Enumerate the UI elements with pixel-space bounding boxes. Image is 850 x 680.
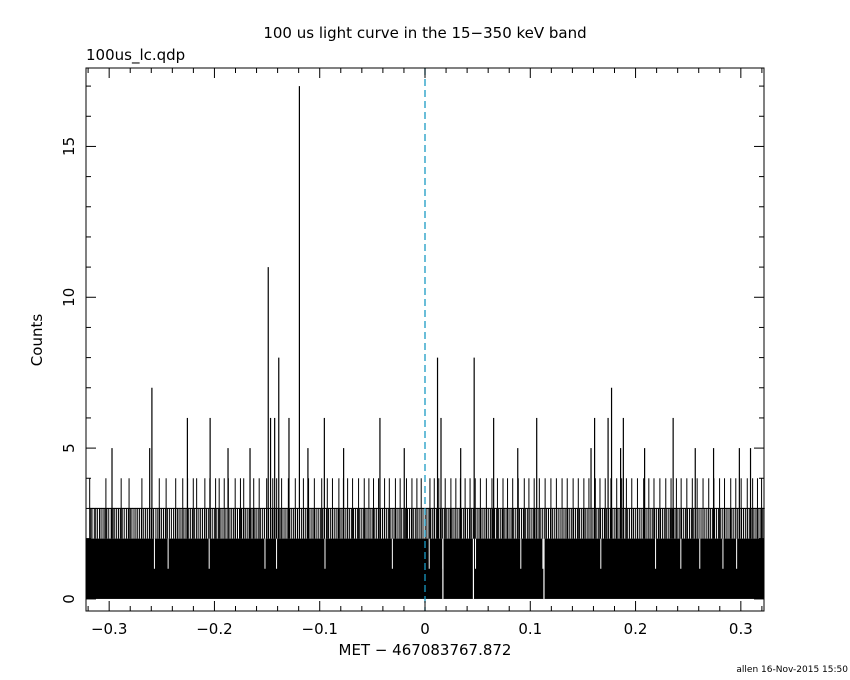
- x-tick-label: 0.3: [729, 620, 753, 638]
- y-tick-label: 15: [60, 137, 78, 156]
- data-bars: [86, 86, 765, 599]
- x-tick-label: −0.3: [91, 620, 127, 638]
- x-tick-label: −0.2: [196, 620, 232, 638]
- plot-frame: [85, 67, 765, 612]
- y-tick-label: 5: [60, 443, 78, 453]
- footer-stamp: allen 16-Nov-2015 15:50: [736, 665, 848, 675]
- x-tick-label: 0.1: [518, 620, 542, 638]
- x-tick-label: 0: [420, 620, 430, 638]
- x-tick-label: 0.2: [624, 620, 648, 638]
- x-axis-label: MET − 467083767.872: [339, 641, 512, 659]
- axis-ticks: [86, 68, 764, 611]
- y-tick-label: 10: [60, 288, 78, 307]
- chart-subtitle: 100us_lc.qdp: [86, 46, 185, 65]
- y-axis-label: Counts: [28, 314, 46, 367]
- chart-title: 100 us light curve in the 15−350 keV ban…: [263, 24, 586, 42]
- y-tick-labels: 0 5 10 15: [60, 137, 78, 604]
- y-tick-label: 0: [60, 594, 78, 604]
- x-tick-label: −0.1: [302, 620, 338, 638]
- x-tick-labels: −0.3 −0.2 −0.1 0 0.1 0.2 0.3: [91, 620, 753, 638]
